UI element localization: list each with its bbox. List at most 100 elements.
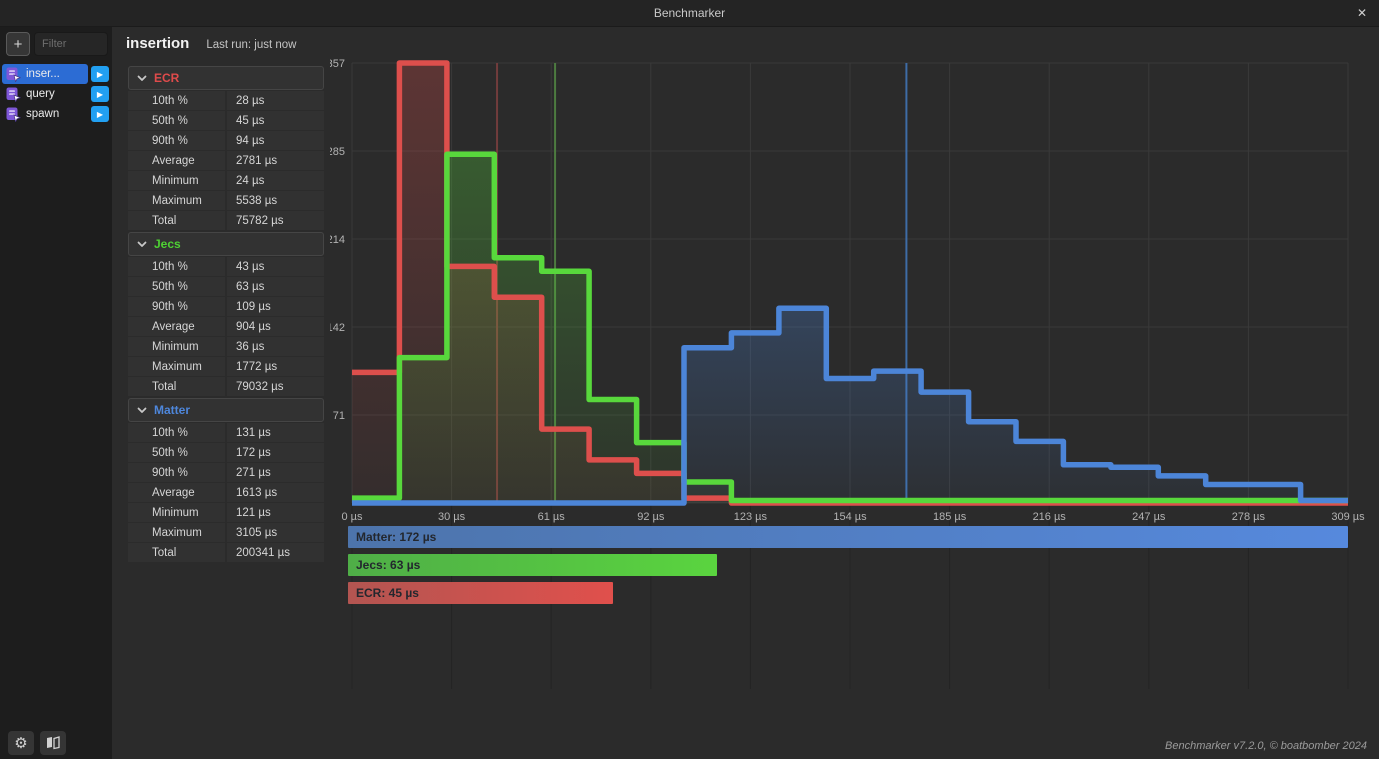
settings-button[interactable]: ⚙ xyxy=(8,731,34,755)
stat-row: 10th % 43 µs xyxy=(128,257,324,276)
sidebar-item-label: spawn xyxy=(26,108,60,120)
stat-label: Average xyxy=(128,317,225,336)
sidebar-item-main[interactable]: query xyxy=(2,84,88,104)
stat-label: 90th % xyxy=(128,297,225,316)
stat-value: 109 µs xyxy=(227,297,324,316)
legend-bar-jecs: Jecs: 63 µs xyxy=(348,554,717,576)
version-credit: Benchmarker v7.2.0, © boatbomber 2024 xyxy=(1165,740,1367,752)
stat-value: 75782 µs xyxy=(227,211,324,230)
stat-row: 90th % 271 µs xyxy=(128,463,324,482)
stat-label: 50th % xyxy=(128,277,225,296)
stat-row: Maximum 5538 µs xyxy=(128,191,324,210)
x-tick-label: 247 µs xyxy=(1132,511,1166,523)
stat-row: Maximum 1772 µs xyxy=(128,357,324,376)
stat-value: 200341 µs xyxy=(227,543,324,562)
benchmark-list: inser... ▶ query ▶ spawn ▶ xyxy=(2,64,109,124)
y-tick-label: 71 xyxy=(333,410,345,422)
stat-label: Maximum xyxy=(128,523,225,542)
window-title: Benchmarker xyxy=(653,6,726,20)
stat-row: Minimum 24 µs xyxy=(128,171,324,190)
book-icon xyxy=(45,736,61,750)
stat-label: Total xyxy=(128,377,225,396)
stat-label: 50th % xyxy=(128,111,225,130)
sidebar-item[interactable]: inser... ▶ xyxy=(2,64,109,84)
stat-row: Total 200341 µs xyxy=(128,543,324,562)
stats-section-header[interactable]: Matter xyxy=(128,398,324,422)
stat-row: 50th % 63 µs xyxy=(128,277,324,296)
play-icon: ▶ xyxy=(96,109,104,119)
sidebar: + inser... ▶ query ▶ spawn ▶ ⚙ xyxy=(0,27,112,759)
stat-value: 36 µs xyxy=(227,337,324,356)
stat-row: 50th % 172 µs xyxy=(128,443,324,462)
legend-label: ECR: 45 µs xyxy=(356,586,419,600)
stat-label: 10th % xyxy=(128,91,225,110)
stat-label: 10th % xyxy=(128,423,225,442)
legend-bar-ecr: ECR: 45 µs xyxy=(348,582,613,604)
stat-row: Total 75782 µs xyxy=(128,211,324,230)
stat-label: Minimum xyxy=(128,171,225,190)
play-icon: ▶ xyxy=(96,89,104,99)
stats-section-matter: Matter 10th % 131 µs 50th % 172 µs 90th % 271 … xyxy=(128,398,324,562)
page-title: insertion xyxy=(126,35,190,52)
stats-section-header[interactable]: Jecs xyxy=(128,232,324,256)
stat-label: Total xyxy=(128,211,225,230)
close-icon[interactable]: ✕ xyxy=(1356,6,1367,20)
stat-label: Maximum xyxy=(128,191,225,210)
legend-label: Jecs: 63 µs xyxy=(356,558,421,572)
run-benchmark-button[interactable]: ▶ xyxy=(91,106,109,122)
stat-row: Average 1613 µs xyxy=(128,483,324,502)
stats-section-name: ECR xyxy=(154,71,180,85)
stats-section-name: Matter xyxy=(154,403,191,417)
x-tick-label: 0 µs xyxy=(341,511,363,523)
stat-row: Average 904 µs xyxy=(128,317,324,336)
titlebar: Benchmarker ✕ xyxy=(0,0,1379,27)
stat-value: 2781 µs xyxy=(227,151,324,170)
sidebar-toolbar: + xyxy=(6,32,108,56)
stat-value: 28 µs xyxy=(227,91,324,110)
chevron-down-icon xyxy=(137,75,147,82)
stats-section-jecs: Jecs 10th % 43 µs 50th % 63 µs 90th % 109 µs Av… xyxy=(128,232,324,396)
stats-section-ecr: ECR 10th % 28 µs 50th % 45 µs 90th % 94 µs Aver… xyxy=(128,66,324,230)
stat-row: 50th % 45 µs xyxy=(128,111,324,130)
stat-value: 131 µs xyxy=(227,423,324,442)
run-benchmark-button[interactable]: ▶ xyxy=(91,66,109,82)
stat-value: 63 µs xyxy=(227,277,324,296)
legend-bar-matter: Matter: 172 µs xyxy=(348,526,1348,548)
x-tick-label: 154 µs xyxy=(833,511,867,523)
stat-label: Maximum xyxy=(128,357,225,376)
sidebar-item[interactable]: query ▶ xyxy=(2,84,109,104)
stat-value: 5538 µs xyxy=(227,191,324,210)
filter-input[interactable] xyxy=(34,32,108,56)
run-benchmark-button[interactable]: ▶ xyxy=(91,86,109,102)
stat-value: 1613 µs xyxy=(227,483,324,502)
stat-label: 90th % xyxy=(128,463,225,482)
sidebar-item-label: query xyxy=(26,88,55,100)
legend-label: Matter: 172 µs xyxy=(356,530,437,544)
stats-section-name: Jecs xyxy=(154,237,181,251)
stat-value: 1772 µs xyxy=(227,357,324,376)
stat-row: Total 79032 µs xyxy=(128,377,324,396)
play-icon: ▶ xyxy=(96,69,104,79)
add-benchmark-button[interactable]: + xyxy=(6,32,30,56)
y-tick-label: 214 xyxy=(330,234,345,246)
stat-value: 172 µs xyxy=(227,443,324,462)
stat-row: Minimum 36 µs xyxy=(128,337,324,356)
x-tick-label: 309 µs xyxy=(1331,511,1365,523)
stat-row: 90th % 109 µs xyxy=(128,297,324,316)
stat-label: Average xyxy=(128,151,225,170)
docs-button[interactable] xyxy=(40,731,66,755)
x-tick-label: 278 µs xyxy=(1232,511,1266,523)
sidebar-item[interactable]: spawn ▶ xyxy=(2,104,109,124)
stats-section-header[interactable]: ECR xyxy=(128,66,324,90)
sidebar-item-main[interactable]: inser... xyxy=(2,64,88,84)
benchmark-icon xyxy=(6,67,21,82)
x-tick-label: 61 µs xyxy=(538,511,566,523)
stat-value: 904 µs xyxy=(227,317,324,336)
sidebar-item-label: inser... xyxy=(26,68,60,80)
stat-label: 10th % xyxy=(128,257,225,276)
stat-value: 121 µs xyxy=(227,503,324,522)
stat-label: Minimum xyxy=(128,503,225,522)
stat-row: 10th % 131 µs xyxy=(128,423,324,442)
stat-row: Average 2781 µs xyxy=(128,151,324,170)
sidebar-item-main[interactable]: spawn xyxy=(2,104,88,124)
